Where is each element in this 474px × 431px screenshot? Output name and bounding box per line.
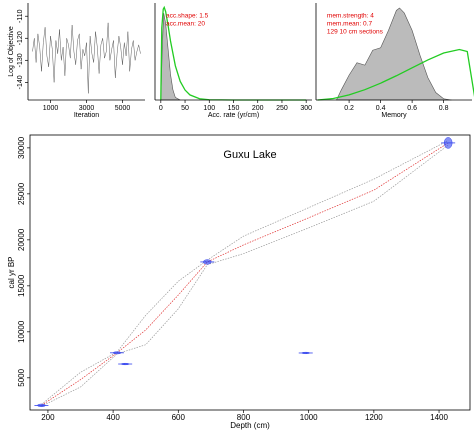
y-tick-label: 5000 — [17, 368, 26, 386]
x-tick-label: 200 — [41, 413, 55, 422]
x-tick-label: 150 — [228, 105, 240, 112]
annotation: acc.mean: 20 — [166, 21, 205, 28]
y-tick-label: 25000 — [17, 182, 26, 205]
y-tick-label: 20000 — [17, 228, 26, 251]
y-axis-label: cal yr BP — [7, 256, 16, 288]
annotation: mem.strength: 4 — [327, 13, 374, 20]
x-tick-label: 800 — [237, 413, 251, 422]
x-tick-label: 1000 — [300, 413, 318, 422]
x-tick-label: 1000 — [43, 105, 59, 112]
plot-frame — [29, 134, 471, 411]
model-line — [41, 142, 449, 406]
density-area — [160, 13, 181, 101]
annotation: mem.mean: 0.7 — [327, 21, 373, 28]
x-tick-label: 600 — [172, 413, 186, 422]
y-tick-label: -130 — [17, 53, 24, 67]
x-tick-label: 300 — [300, 105, 312, 112]
x-tick-label: 0.8 — [439, 105, 449, 112]
x-axis-label: Iteration — [74, 112, 99, 119]
x-tick-label: 3000 — [79, 105, 95, 112]
prior-curve — [160, 5, 307, 101]
x-tick-label: 0.6 — [407, 105, 417, 112]
x-tick-label: 200 — [252, 105, 264, 112]
y-tick-label: -120 — [17, 31, 24, 45]
y-tick-label: -140 — [17, 75, 24, 89]
x-tick-label: 1200 — [365, 413, 383, 422]
x-tick-label: 0 — [159, 105, 163, 112]
annotation: acc.shape: 1.5 — [166, 13, 209, 20]
trace-line — [32, 22, 141, 94]
prior-curve — [317, 48, 474, 101]
y-tick-label: 15000 — [17, 274, 26, 297]
annotation: 129 10 cm sections — [327, 29, 384, 36]
x-axis-label: Acc. rate (yr/cm) — [208, 112, 259, 119]
x-tick-label: 0.2 — [344, 105, 354, 112]
chart-title: Guxu Lake — [223, 149, 276, 161]
y-tick-label: -110 — [17, 9, 24, 23]
model-line — [41, 144, 449, 407]
y-tick-label: 30000 — [17, 136, 26, 159]
x-tick-label: 1400 — [430, 413, 448, 422]
density-area — [336, 7, 452, 101]
model-line — [41, 140, 449, 405]
x-axis-label: Memory — [381, 112, 407, 119]
x-tick-label: 250 — [276, 105, 288, 112]
y-axis-label: Log of Objective — [8, 26, 15, 77]
x-axis-label: Depth (cm) — [230, 421, 270, 430]
x-tick-label: 400 — [106, 413, 120, 422]
x-tick-label: 50 — [181, 105, 189, 112]
x-tick-label: 0.4 — [376, 105, 386, 112]
y-tick-label: 10000 — [17, 320, 26, 343]
x-tick-label: 5000 — [115, 105, 131, 112]
x-tick-label: 100 — [203, 105, 215, 112]
